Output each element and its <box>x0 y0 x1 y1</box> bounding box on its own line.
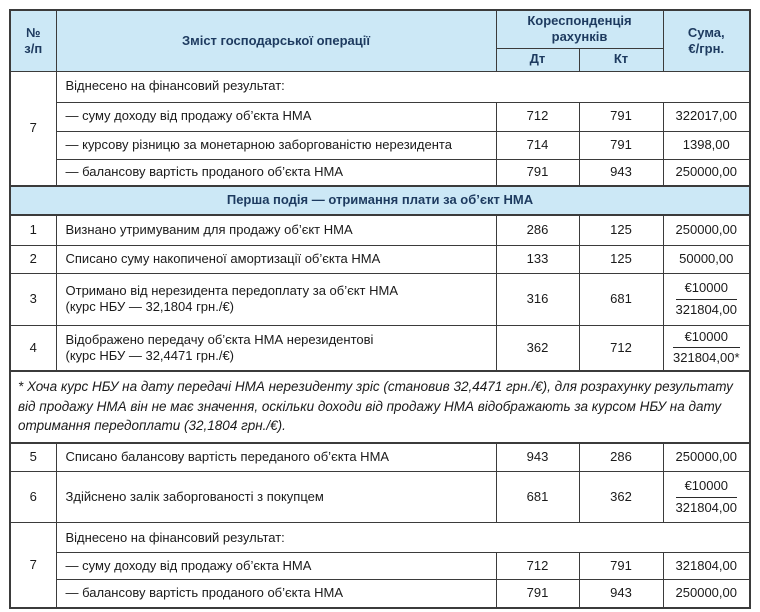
sum-cell: €10000 321804,00 <box>662 272 751 326</box>
credit-cell: 943 <box>578 579 664 609</box>
currency-amount-fraction: €10000 321804,00* <box>673 329 740 367</box>
debit-cell: 362 <box>495 324 580 372</box>
table-row: — суму доходу від продажу об’єкта НМА 71… <box>10 552 751 581</box>
table-row: 1 Визнано утримуваним для продажу об’єкт… <box>9 214 751 246</box>
table-row: — балансову вартість проданого об’єкта Н… <box>10 579 751 609</box>
group-title-cell: Віднесено на фінансовий результат: <box>55 70 751 103</box>
amount-eur: €10000 <box>675 478 737 498</box>
row-number-cell: 6 <box>9 471 57 524</box>
table-row: Перша подія — отримання плати за об’єкт … <box>9 185 751 216</box>
credit-cell: 712 <box>578 324 664 372</box>
header-col-credit: Кт <box>578 47 664 72</box>
currency-amount-fraction: €10000 321804,00 <box>675 478 737 516</box>
accounting-entries-table: № з/п Зміст господарської операції Корес… <box>9 9 752 609</box>
header-col-debit: Дт <box>495 47 580 72</box>
credit-cell: 681 <box>578 272 664 326</box>
table-row: — курсову різницю за монетарною заборгов… <box>10 130 751 160</box>
operation-cell: Відображено передачу об’єкта НМА нерезид… <box>55 324 497 372</box>
credit-cell: 362 <box>578 471 664 524</box>
debit-cell: 791 <box>495 579 580 609</box>
operation-cell: — балансову вартість проданого об’єкта Н… <box>55 158 497 187</box>
debit-cell: 714 <box>495 130 580 160</box>
sum-cell: 250000,00 <box>662 442 751 473</box>
row-number-cell: 3 <box>9 272 57 326</box>
sum-cell: 321804,00 <box>662 552 751 581</box>
table-row: 3 Отримано від нерезидента передоплату з… <box>9 272 751 326</box>
header-col-sum: Сума, €/грн. <box>662 9 751 72</box>
credit-cell: 943 <box>578 158 664 187</box>
sum-cell: 1398,00 <box>662 130 751 160</box>
operation-cell: — суму доходу від продажу об’єкта НМА <box>55 552 497 581</box>
credit-cell: 791 <box>578 101 664 132</box>
operation-cell: Здійснено залік заборгованості з покупце… <box>55 471 497 524</box>
credit-cell: 125 <box>578 244 664 274</box>
debit-cell: 316 <box>495 272 580 326</box>
table-row: 6 Здійснено залік заборгованості з покуп… <box>9 471 751 524</box>
credit-cell: 791 <box>578 552 664 581</box>
row-number-cell: 2 <box>9 244 57 274</box>
credit-cell: 791 <box>578 130 664 160</box>
currency-amount-fraction: €10000 321804,00 <box>675 280 737 318</box>
sum-cell: 322017,00 <box>662 101 751 132</box>
sum-cell: €10000 321804,00 <box>662 471 751 524</box>
operation-cell: Визнано утримуваним для продажу об’єкт Н… <box>55 214 497 246</box>
sum-cell: 250000,00 <box>662 579 751 609</box>
row-number-cell: 1 <box>9 214 57 246</box>
debit-cell: 712 <box>495 101 580 132</box>
group-title-cell: Віднесено на фінансовий результат: <box>55 522 751 554</box>
operation-cell: Списано суму накопиченої амортизації об’… <box>55 244 497 274</box>
table-row: — суму доходу від продажу об’єкта НМА 71… <box>10 101 751 132</box>
table-row: 7 Віднесено на фінансовий результат: <box>9 522 751 609</box>
debit-cell: 681 <box>495 471 580 524</box>
header-col-correspondence: Кореспонденція рахунків <box>495 9 664 49</box>
credit-cell: 125 <box>578 214 664 246</box>
operation-cell: — суму доходу від продажу об’єкта НМА <box>55 101 497 132</box>
table-row: 4 Відображено передачу об’єкта НМА нерез… <box>9 324 751 372</box>
operation-cell: — балансову вартість проданого об’єкта Н… <box>55 579 497 609</box>
amount-uah: 321804,00* <box>673 350 740 366</box>
operation-cell: — курсову різницю за монетарною заборгов… <box>55 130 497 160</box>
row-number-cell: 4 <box>9 324 57 372</box>
amount-eur: €10000 <box>675 280 737 300</box>
operation-cell: Отримано від нерезидента передоплату за … <box>55 272 497 326</box>
sum-cell: €10000 321804,00* <box>662 324 751 372</box>
row-number-cell: 7 <box>9 70 57 187</box>
debit-cell: 943 <box>495 442 580 473</box>
amount-eur: €10000 <box>673 329 740 349</box>
table-header: № з/п Зміст господарської операції Корес… <box>9 9 751 72</box>
credit-cell: 286 <box>578 442 664 473</box>
sum-cell: 250000,00 <box>662 158 751 187</box>
row-number-cell: 7 <box>9 522 57 609</box>
row-number-cell: 5 <box>9 442 57 473</box>
footnote: * Хоча курс НБУ на дату передачі НМА нер… <box>9 370 751 444</box>
amount-uah: 321804,00 <box>675 301 737 317</box>
debit-cell: 712 <box>495 552 580 581</box>
header-col-content: Зміст господарської операції <box>55 9 497 72</box>
table-row: — балансову вартість проданого об’єкта Н… <box>10 158 751 187</box>
amount-uah: 321804,00 <box>675 499 737 515</box>
sum-cell: 250000,00 <box>662 214 751 246</box>
header-col-number: № з/п <box>9 9 57 72</box>
operation-cell: Списано балансову вартість переданого об… <box>55 442 497 473</box>
section-header: Перша подія — отримання плати за об’єкт … <box>9 185 751 216</box>
debit-cell: 791 <box>495 158 580 187</box>
debit-cell: 286 <box>495 214 580 246</box>
debit-cell: 133 <box>495 244 580 274</box>
table-row: 2 Списано суму накопиченої амортизації о… <box>9 244 751 274</box>
sum-cell: 50000,00 <box>662 244 751 274</box>
table-row: * Хоча курс НБУ на дату передачі НМА нер… <box>9 370 751 444</box>
table-row: 5 Списано балансову вартість переданого … <box>9 442 751 473</box>
table-row: 7 Віднесено на фінансовий результат: <box>9 70 751 187</box>
